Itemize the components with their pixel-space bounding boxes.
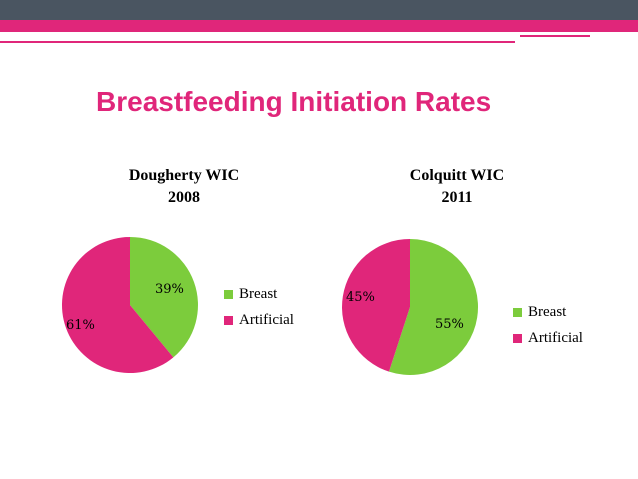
chart1-legend-breast-swatch — [224, 289, 233, 299]
accent-line-long — [0, 41, 515, 43]
chart1-legend-artificial-swatch — [224, 315, 233, 325]
top-dark-bar — [0, 0, 638, 20]
chart2-legend-artificial: Artificial — [513, 328, 583, 348]
chart2-label-artificial: 45% — [346, 290, 375, 305]
chart2-legend: Breast Artificial — [513, 302, 583, 354]
chart1-pie: 39% 61% — [61, 236, 198, 373]
chart1-legend-artificial: Artificial — [224, 310, 294, 330]
chart1-legend-artificial-label: Artificial — [239, 311, 294, 328]
chart1-label-breast: 39% — [155, 282, 184, 297]
chart1-legend: Breast Artificial — [224, 284, 294, 336]
slide-title: Breastfeeding Initiation Rates — [96, 86, 492, 117]
chart1-legend-breast-label: Breast — [239, 285, 278, 302]
chart2-pie: 55% 45% — [342, 239, 479, 375]
chart1-slice-breast — [130, 237, 198, 358]
chart1-legend-breast: Breast — [224, 284, 294, 304]
chart1-label-artificial: 61% — [66, 318, 95, 333]
chart1-title-line2: 2008 — [168, 189, 200, 206]
chart2-legend-breast-label: Breast — [528, 303, 567, 320]
accent-line-short — [520, 35, 590, 37]
chart2-legend-breast: Breast — [513, 302, 583, 322]
chart1-title: Dougherty WIC 2008 — [104, 165, 264, 209]
chart2-title: Colquitt WIC 2011 — [377, 165, 537, 209]
chart2-title-line2: 2011 — [441, 189, 473, 206]
chart2-slice-artificial — [342, 239, 410, 372]
top-accent-bar — [0, 20, 638, 32]
chart2-label-breast: 55% — [435, 317, 464, 332]
chart2-slice-breast — [388, 239, 479, 375]
chart2-legend-breast-swatch — [513, 307, 522, 317]
chart2-legend-artificial-swatch — [513, 333, 522, 343]
chart1-slice-artificial — [61, 236, 174, 373]
chart2-title-line1: Colquitt WIC — [409, 167, 505, 184]
chart1-title-line1: Dougherty WIC — [128, 167, 240, 184]
chart2-legend-artificial-label: Artificial — [528, 329, 583, 346]
